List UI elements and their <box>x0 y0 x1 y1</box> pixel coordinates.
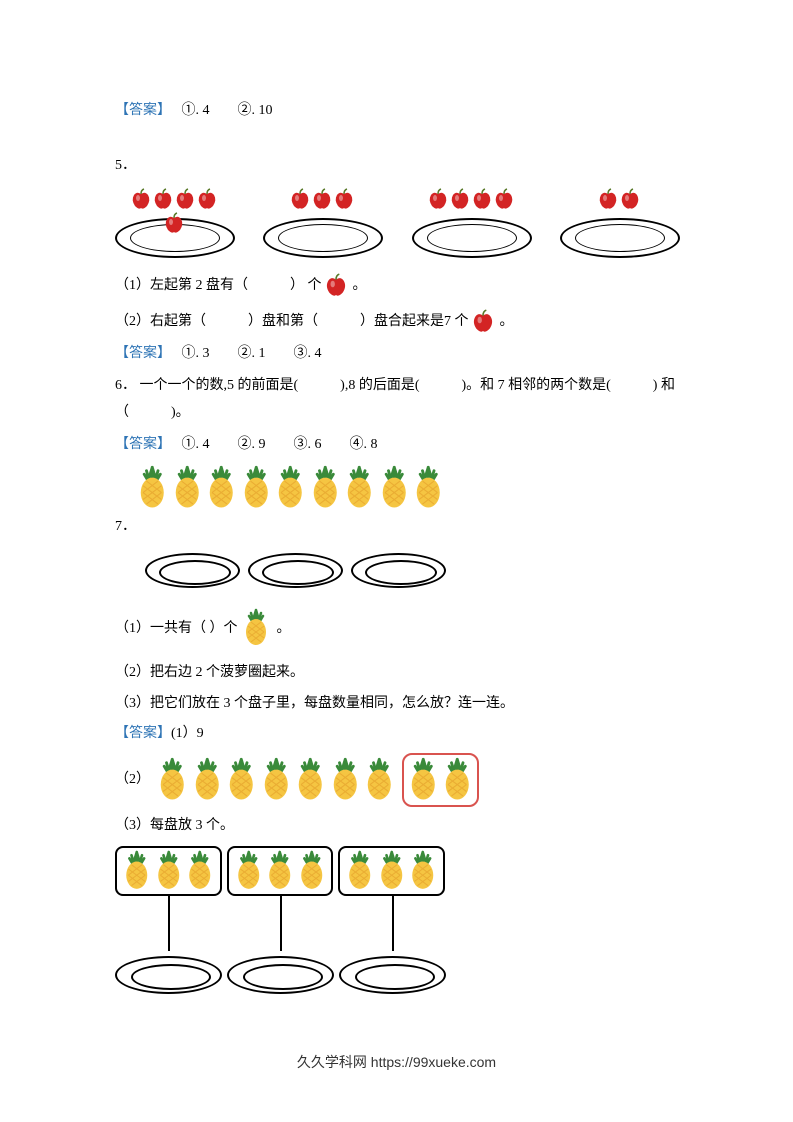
plate <box>412 188 530 258</box>
footer: 久久学科网 https://99xueke.com <box>0 1052 793 1072</box>
q5-sub1-text: （1）左起第 2 盘有（ ） 个 <box>115 278 322 293</box>
q5-sub2-text: （2）右起第（ ）盘和第（ ）盘合起来是7 个 <box>115 314 469 329</box>
group-box <box>227 846 334 896</box>
q7-a2-circled <box>402 753 479 807</box>
q6-answer: 【答案】 ①. 4 ②. 9 ③. 6 ④. 8 <box>115 434 678 456</box>
q7-sub2: （2）把右边 2 个菠萝圈起来。 <box>115 662 678 684</box>
empty-plate <box>145 553 240 588</box>
q7-num: 7． <box>115 516 678 538</box>
q7-lines <box>115 896 678 956</box>
q5-sub2: （2）右起第（ ）盘和第（ ）盘合起来是7 个 。 <box>115 309 678 335</box>
q7-answer2: （2） <box>115 753 678 807</box>
connect-line <box>115 896 222 956</box>
apple-icon <box>325 273 349 299</box>
q5-answer: 【答案】 ①. 3 ②. 1 ③. 4 <box>115 343 678 365</box>
q5-num: 5． <box>115 155 678 177</box>
q7-pineapple-row <box>135 465 678 511</box>
q7-answer1: 【答案】(1）9 <box>115 723 678 745</box>
q7-bottom-plates <box>115 956 678 994</box>
connect-line <box>339 896 446 956</box>
q5-answer-text: ①. 3 ②. 1 ③. 4 <box>164 346 322 361</box>
q6-answer-text: ①. 4 ②. 9 ③. 6 ④. 8 <box>164 437 378 452</box>
answer-label: 【答案】 <box>115 103 164 118</box>
q7-answer3: （3）每盘放 3 个。 <box>115 815 678 837</box>
q7-sub1: （1）一共有（ ）个 。 <box>115 608 678 650</box>
group-box <box>338 846 445 896</box>
q5-sub2-end: 。 <box>500 314 514 329</box>
plate <box>115 956 222 994</box>
answer-label: 【答案】 <box>115 726 171 741</box>
q7-answer2-label: （2） <box>115 769 150 791</box>
q5-sub1: （1）左起第 2 盘有（ ） 个 。 <box>115 273 678 299</box>
group-box <box>115 846 222 896</box>
plate <box>339 956 446 994</box>
answer-4: 【答案】 ①. 4 ②. 10 <box>115 100 678 122</box>
plate <box>560 188 678 258</box>
apple-icon <box>472 309 496 335</box>
plate <box>227 956 334 994</box>
q5-plates <box>115 188 678 258</box>
pineapple-icon <box>241 608 273 650</box>
q7-a2-left <box>155 757 397 803</box>
q7-sub3: （3）把它们放在 3 个盘子里，每盘数量相同，怎么放？连一连。 <box>115 693 678 715</box>
q7-answer1-text: (1）9 <box>171 726 204 741</box>
q6-text: 6． 一个一个的数,5 的前面是( ),8 的后面是( )。和 7 相邻的两个数… <box>115 373 678 426</box>
plate <box>263 188 381 258</box>
answer-label: 【答案】 <box>115 437 164 452</box>
answer-4-text: ①. 4 ②. 10 <box>164 103 273 118</box>
answer-label: 【答案】 <box>115 346 164 361</box>
plate <box>115 188 233 258</box>
q7-sub1-end: 。 <box>277 621 291 636</box>
empty-plate <box>351 553 446 588</box>
q7-sub1-text: （1）一共有（ ）个 <box>115 621 238 636</box>
q5-sub1-end: 。 <box>353 278 367 293</box>
q7-groups <box>115 846 678 896</box>
connect-line <box>227 896 334 956</box>
empty-plate <box>248 553 343 588</box>
q7-empty-plates <box>145 553 678 588</box>
